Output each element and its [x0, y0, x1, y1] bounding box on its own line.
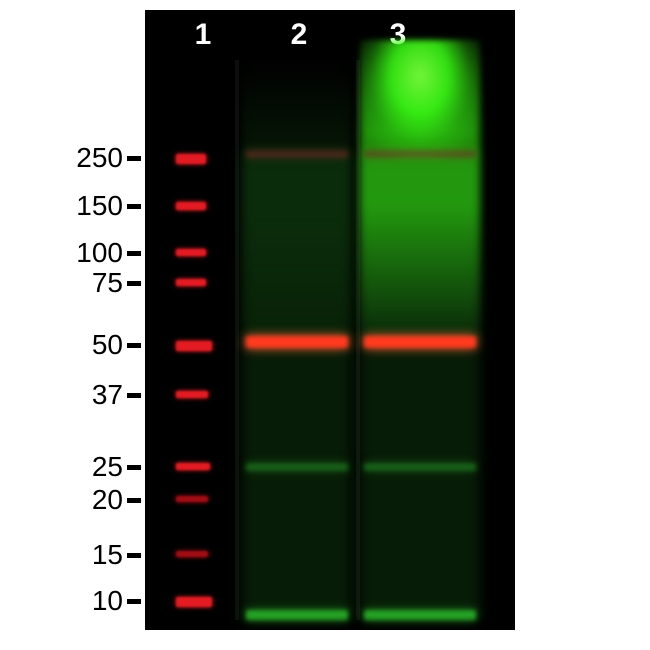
ladder-band-150kda	[176, 202, 206, 210]
ladder-band-100kda	[176, 249, 206, 256]
mw-label-20: 20	[43, 484, 123, 516]
mw-label-10: 10	[43, 585, 123, 617]
mw-label-50: 50	[43, 329, 123, 361]
faint-250kda-lane-3	[364, 150, 476, 158]
mw-label-15: 15	[43, 539, 123, 571]
lane-label-2: 2	[279, 18, 319, 52]
mw-tick-20	[127, 498, 141, 503]
green-smear-lane-2	[242, 60, 352, 340]
figure-container: 123 25015010075503725201510	[0, 0, 650, 650]
mw-tick-25	[127, 465, 141, 470]
mw-tick-75	[127, 281, 141, 286]
blot-region: 123	[145, 10, 515, 630]
mw-tick-250	[127, 156, 141, 161]
ladder-band-75kda	[176, 279, 206, 286]
mw-label-150: 150	[43, 190, 123, 222]
mw-tick-37	[127, 393, 141, 398]
mw-tick-100	[127, 251, 141, 256]
faint-250kda-lane-2	[246, 150, 348, 158]
main-band-50kda-lane-2	[246, 336, 348, 348]
minor-band-25kda-lane-2	[246, 463, 348, 471]
mw-label-37: 37	[43, 379, 123, 411]
band-10kda-lane-3	[364, 610, 476, 620]
mw-tick-50	[127, 343, 141, 348]
ladder-band-37kda	[176, 391, 208, 398]
minor-band-25kda-lane-3	[364, 463, 476, 471]
ladder-band-20kda	[176, 496, 208, 502]
bright-smear-top-lane-3	[360, 40, 480, 160]
mw-label-25: 25	[43, 451, 123, 483]
mw-tick-150	[127, 204, 141, 209]
lane-label-1: 1	[183, 18, 223, 52]
ladder-band-25kda	[176, 463, 210, 470]
ladder-band-10kda	[176, 597, 212, 607]
ladder-band-250kda	[176, 154, 206, 164]
band-10kda-lane-2	[246, 610, 348, 620]
ladder-band-15kda	[176, 551, 208, 557]
mw-tick-10	[127, 599, 141, 604]
mw-label-75: 75	[43, 267, 123, 299]
mw-label-250: 250	[43, 142, 123, 174]
ladder-band-50kda	[176, 341, 212, 351]
lane-divider-2	[356, 60, 360, 620]
main-band-50kda-lane-3	[364, 336, 476, 348]
lane-divider-1	[235, 60, 239, 620]
mw-label-100: 100	[43, 237, 123, 269]
mw-tick-15	[127, 553, 141, 558]
